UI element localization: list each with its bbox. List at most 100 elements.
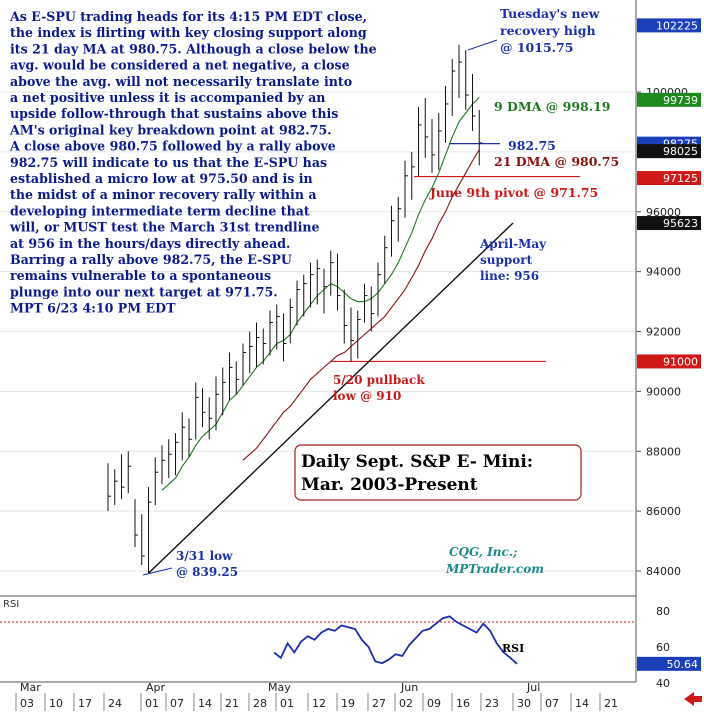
month-label: Jun (400, 681, 418, 694)
price-bar (114, 469, 118, 506)
price-bar (370, 286, 375, 332)
series-line-9-dma (161, 97, 480, 491)
annotation-line: low @ 910 (333, 389, 401, 403)
day-label: 10 (49, 697, 63, 710)
time-axis: Mar Apr May Jun Jul 03 10 17 24 01 07 14 21 28 01 12 19 2… (15, 681, 618, 711)
price-bar (451, 59, 456, 116)
commentary-line: will, or MUST test the March 31st trendl… (9, 220, 320, 235)
day-label: 17 (78, 697, 92, 710)
price-value-box: 99739 (637, 92, 701, 107)
price-value-box-bg (637, 354, 701, 369)
commentary-line: As E-SPU trading heads for its 4:15 PM E… (9, 9, 367, 24)
commentary-line: 982.75 will indicate to us that the E-SP… (10, 155, 327, 170)
day-label: 03 (20, 697, 34, 710)
price-bar (188, 418, 192, 458)
commentary-line: AM's original key breakdown point at 982… (9, 122, 332, 137)
price-tick-label: 94000 (646, 266, 681, 279)
price-value-box: 102225 (637, 18, 701, 33)
price-value-box-bg (637, 144, 701, 159)
annotation: 9 DMA @ 998.19 (494, 99, 610, 114)
price-value-box: 91000 (637, 354, 701, 369)
chart-title-box (294, 444, 582, 501)
price-bar (445, 86, 449, 143)
annotation-line: @ 1015.75 (500, 40, 573, 55)
price-bar (289, 298, 294, 344)
moving-average-lines (148, 97, 514, 574)
price-bar (343, 289, 348, 344)
analyst-commentary: As E-SPU trading heads for its 4:15 PM E… (9, 9, 377, 316)
rsi-tick-label: 80 (656, 605, 670, 618)
commentary-line: the index is flirting with key closing s… (10, 25, 367, 40)
annotation: 5/20 pullback low @ 910 (333, 373, 425, 403)
price-levels (331, 143, 580, 363)
chart-title-line-1: Daily Sept. S&P E- Mini: (301, 452, 533, 472)
rsi-tick-label: 60 (656, 641, 670, 654)
price-tick-label: 96000 (646, 206, 681, 219)
day-label: 14 (198, 697, 212, 710)
price-bar (431, 118, 435, 173)
price-bar (175, 433, 179, 476)
price-bar (296, 280, 300, 326)
day-label: 07 (545, 697, 559, 710)
month-label: Apr (146, 681, 166, 694)
series-line-april-may-support-line (148, 222, 514, 574)
price-value-box-bg (637, 171, 701, 186)
price-bar (208, 397, 213, 440)
price-bar (377, 262, 381, 317)
price-bar (134, 499, 138, 548)
price-bar (384, 235, 388, 284)
price-bar (202, 388, 206, 428)
price-bar (161, 445, 165, 485)
annotation-line: 982.75 (508, 138, 556, 153)
price-tick-label: 86000 (646, 505, 681, 518)
price-bar (242, 343, 246, 386)
price-value-box-bg (637, 18, 701, 33)
credit-line-1: CQG, Inc.; (449, 545, 517, 559)
day-label: 16 (456, 697, 470, 710)
annotation-line: 9 DMA @ 998.19 (494, 99, 610, 114)
price-value-box-bg (637, 216, 701, 231)
price-bar (310, 262, 314, 308)
scroll-right-arrow-icon[interactable] (684, 692, 702, 706)
rsi-value-box: 50.64 (637, 656, 701, 671)
price-bar (397, 196, 402, 242)
price-bar (229, 352, 233, 401)
annotation: April-May support line: 956 (479, 237, 547, 283)
day-label: 09 (427, 697, 441, 710)
price-bar (168, 439, 172, 479)
annotation-line: April-May (479, 237, 547, 251)
price-value-box: 97125 (637, 171, 701, 186)
price-bar (357, 310, 361, 359)
commentary-line: plunge into our next target at 971.75. (10, 284, 278, 299)
price-bar (458, 44, 462, 98)
price-bar (181, 412, 186, 461)
price-bar (262, 328, 267, 365)
annotation: June 9th pivot @ 971.75 (429, 185, 598, 200)
commentary-line: above the avg. will not necessarily tran… (10, 74, 352, 89)
annotation-line: 5/20 pullback (333, 373, 425, 387)
rsi-value-box-text: 50.64 (667, 658, 699, 671)
commentary-line: avg. would be considered a net negative,… (10, 58, 350, 73)
annotation-line: June 9th pivot @ 971.75 (429, 185, 598, 200)
day-label: 01 (145, 697, 159, 710)
chart-annotations: Tuesday's new recovery high @ 1015.75 9 DMA… (142, 6, 619, 579)
price-bars (107, 44, 483, 574)
day-label: 30 (517, 697, 531, 710)
price-value-box-text: 95623 (663, 217, 698, 230)
price-bar (330, 250, 334, 296)
month-label: May (268, 681, 291, 694)
price-bar (316, 259, 321, 305)
price-bar (472, 74, 476, 131)
commentary-line: established a micro low at 975.50 and is… (10, 171, 313, 186)
annotation-line: support (480, 253, 533, 267)
price-bar (350, 307, 354, 362)
annotation: 21 DMA @ 980.75 (494, 154, 619, 169)
price-tick-label: 92000 (646, 326, 681, 339)
annotation-line: Tuesday's new (500, 6, 601, 21)
price-bar (391, 205, 395, 257)
price-bar (276, 304, 280, 350)
day-label: 28 (253, 697, 267, 710)
annotation-line: 21 DMA @ 980.75 (494, 154, 619, 169)
